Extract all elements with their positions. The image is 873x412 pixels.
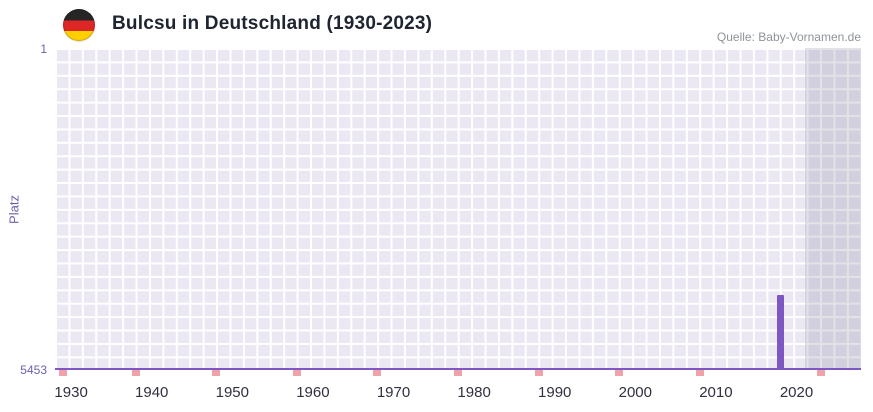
x-tick-label-1970: 1970 xyxy=(376,384,411,401)
x-tick-label-2000: 2000 xyxy=(618,384,652,401)
baseline-marker-1938 xyxy=(131,369,140,376)
x-axis-line xyxy=(55,368,861,370)
y-axis-title: Platz xyxy=(6,195,22,224)
baseline-marker-2023 xyxy=(816,369,825,376)
y-tick-min: 5453 xyxy=(20,363,47,377)
recent-years-highlight xyxy=(804,48,861,370)
baseline-marker-1998 xyxy=(615,369,624,376)
x-tick-label-1960: 1960 xyxy=(296,384,330,401)
page-title: Bulcsu in Deutschland (1930-2023) xyxy=(112,13,433,34)
baseline-marker-1958 xyxy=(292,369,301,376)
x-tick-label-1940: 1940 xyxy=(135,384,169,401)
x-axis-labels: 1930 1940 1950 1960 1970 1980 1990 2000 2010 2020 xyxy=(54,384,861,406)
baseline-marker-1988 xyxy=(534,369,543,376)
baseline-marker-1978 xyxy=(454,369,462,376)
rank-bar-2018[interactable] xyxy=(776,294,784,370)
x-tick-label-1980: 1980 xyxy=(457,384,491,401)
x-tick-label-2010: 2010 xyxy=(699,384,733,401)
plot-area xyxy=(55,48,861,376)
x-tick-label-1930: 1930 xyxy=(54,384,88,401)
source-label: Quelle: Baby-Vornamen.de xyxy=(716,30,861,44)
german-flag-icon xyxy=(63,9,95,41)
x-tick-label-1990: 1990 xyxy=(538,384,572,401)
baseline-marker-2008 xyxy=(695,369,704,376)
y-tick-max: 1 xyxy=(40,42,47,56)
baseline-marker-1948 xyxy=(212,369,221,376)
x-tick-label-2020: 2020 xyxy=(779,384,814,401)
x-tick-label-1950: 1950 xyxy=(215,384,249,401)
baseline-marker-1968 xyxy=(373,369,382,376)
baseline-marker-1929 xyxy=(59,369,68,376)
